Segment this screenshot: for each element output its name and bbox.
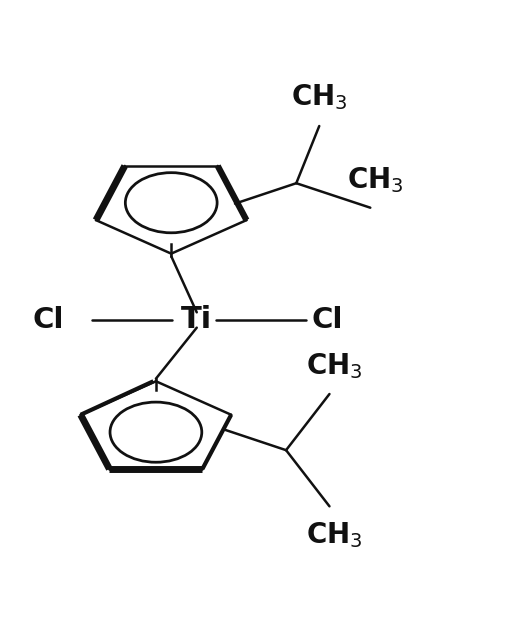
Text: Ti: Ti	[181, 305, 213, 335]
Text: CH$_3$: CH$_3$	[291, 82, 348, 112]
Text: Cl: Cl	[33, 306, 64, 334]
Text: CH$_3$: CH$_3$	[347, 165, 404, 195]
Text: CH$_3$: CH$_3$	[306, 351, 363, 381]
Text: CH$_3$: CH$_3$	[306, 520, 363, 550]
Text: Cl: Cl	[312, 306, 343, 334]
